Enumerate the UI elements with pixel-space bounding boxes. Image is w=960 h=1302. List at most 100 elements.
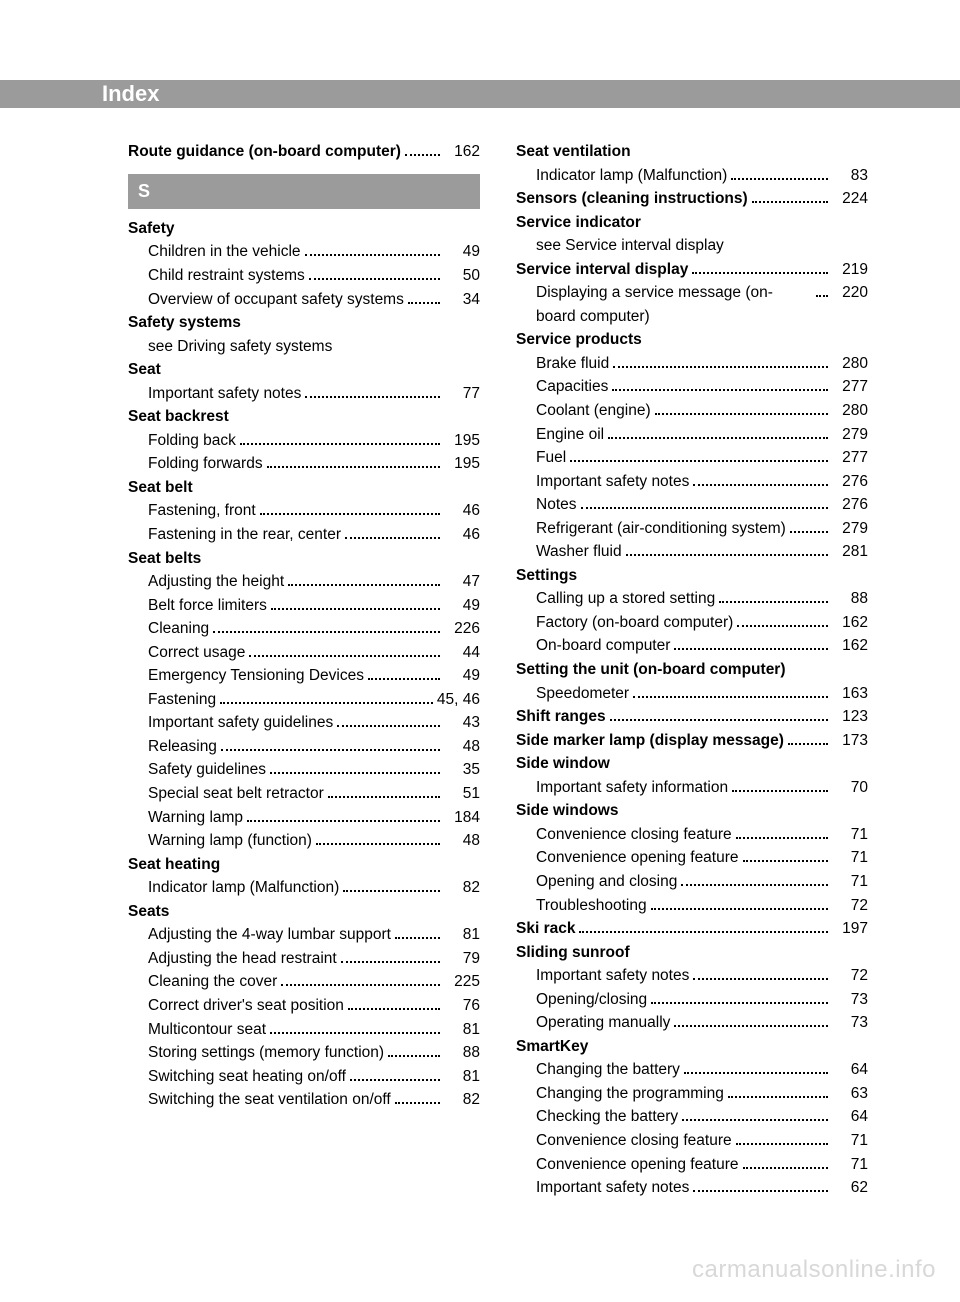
- index-entry: Switching the seat ventilation on/off82: [128, 1088, 480, 1112]
- index-entry: Switching seat heating on/off81: [128, 1065, 480, 1089]
- index-entry-label: Important safety notes: [536, 470, 689, 494]
- index-heading: Seat heating: [128, 853, 480, 877]
- index-entry-label: Cleaning: [148, 617, 209, 641]
- leader-dots: [633, 685, 828, 697]
- index-entry: Important safety notes72: [516, 964, 868, 988]
- index-entry-page: 71: [832, 823, 868, 847]
- index-entry: Route guidance (on-board computer)162: [128, 140, 480, 164]
- index-entry-label: Warning lamp: [148, 806, 243, 830]
- leader-dots: [343, 880, 440, 892]
- index-entry-page: 46: [444, 523, 480, 547]
- index-entry-page: 162: [832, 634, 868, 658]
- index-entry-page: 277: [832, 446, 868, 470]
- index-heading: Sliding sunroof: [516, 941, 868, 965]
- index-entry: Displaying a service message (on-board c…: [516, 281, 868, 328]
- leader-dots: [281, 974, 440, 986]
- leader-dots: [570, 450, 828, 462]
- leader-dots: [816, 285, 828, 297]
- index-entry-label: Important safety information: [536, 776, 728, 800]
- index-heading: Seat ventilation: [516, 140, 868, 164]
- index-entry-page: 195: [444, 452, 480, 476]
- index-entry-label: Fastening in the rear, center: [148, 523, 341, 547]
- index-entry-label: Warning lamp (function): [148, 829, 312, 853]
- leader-dots: [693, 1180, 828, 1192]
- leader-dots: [736, 1133, 828, 1145]
- index-entry: Indicator lamp (Malfunction)82: [128, 876, 480, 900]
- leader-dots: [249, 644, 440, 656]
- index-heading: Safety systems: [128, 311, 480, 335]
- index-entry-label: Washer fluid: [536, 540, 622, 564]
- index-entry: Brake fluid280: [516, 352, 868, 376]
- index-entry: Fastening, front46: [128, 499, 480, 523]
- leader-dots: [305, 244, 440, 256]
- index-entry-label: Notes: [536, 493, 577, 517]
- index-entry-label: Safety guidelines: [148, 758, 266, 782]
- header-title: Index: [102, 81, 159, 107]
- leader-dots: [693, 473, 828, 485]
- index-entry-page: 34: [444, 288, 480, 312]
- leader-dots: [221, 739, 440, 751]
- leader-dots: [348, 998, 440, 1010]
- leader-dots: [395, 1092, 440, 1104]
- index-entry: Adjusting the head restraint79: [128, 947, 480, 971]
- index-entry-page: 81: [444, 1065, 480, 1089]
- leader-dots: [693, 968, 828, 980]
- leader-dots: [651, 897, 828, 909]
- index-entry-label: Operating manually: [536, 1011, 670, 1035]
- index-entry-label: Changing the programming: [536, 1082, 724, 1106]
- index-entry-label: Speedometer: [536, 682, 629, 706]
- index-entry-page: 71: [832, 1129, 868, 1153]
- index-entry-page: 64: [832, 1058, 868, 1082]
- leader-dots: [608, 426, 828, 438]
- leader-dots: [684, 1062, 828, 1074]
- leader-dots: [737, 615, 828, 627]
- index-heading: Safety: [128, 217, 480, 241]
- index-entry-page: 219: [832, 258, 868, 282]
- index-entry: Warning lamp 184: [128, 806, 480, 830]
- index-entry-page: 281: [832, 540, 868, 564]
- leader-dots: [736, 826, 828, 838]
- leader-dots: [790, 520, 828, 532]
- index-entry-page: 83: [832, 164, 868, 188]
- index-entry-label: Convenience opening feature: [536, 846, 739, 870]
- index-entry-page: 73: [832, 988, 868, 1012]
- index-entry-label: Fastening: [148, 688, 216, 712]
- index-entry: Warning lamp (function)48: [128, 829, 480, 853]
- index-entry-page: 35: [444, 758, 480, 782]
- index-entry-label: Emergency Tensioning Devices: [148, 664, 364, 688]
- index-entry-label: Opening/closing: [536, 988, 647, 1012]
- index-entry-page: 79: [444, 947, 480, 971]
- leader-dots: [728, 1085, 828, 1097]
- index-entry-page: 226: [444, 617, 480, 641]
- index-entry: Adjusting the 4-way lumbar support81: [128, 923, 480, 947]
- index-entry-page: 162: [444, 140, 480, 164]
- index-entry-page: 71: [832, 846, 868, 870]
- index-entry-label: Convenience closing feature: [536, 823, 732, 847]
- index-entry-page: 184: [444, 806, 480, 830]
- index-entry-page: 70: [832, 776, 868, 800]
- index-entry-label: Opening and closing: [536, 870, 677, 894]
- index-entry-page: 50: [444, 264, 480, 288]
- index-entry-page: 44: [444, 641, 480, 665]
- leader-dots: [626, 544, 828, 556]
- index-entry-label: Switching the seat ventilation on/off: [148, 1088, 391, 1112]
- index-heading: Settings: [516, 564, 868, 588]
- left-column: Route guidance (on-board computer)162 S Sa…: [128, 140, 480, 1200]
- leader-dots: [270, 762, 440, 774]
- index-entry-page: 279: [832, 517, 868, 541]
- index-entry-label: Refrigerant (air-conditioning system): [536, 517, 786, 541]
- index-entry: Operating manually73: [516, 1011, 868, 1035]
- index-entry-label: Adjusting the 4-way lumbar support: [148, 923, 391, 947]
- index-entry: Fuel277: [516, 446, 868, 470]
- index-entry-label: Sensors (cleaning instructions): [516, 187, 748, 211]
- index-entry-page: 62: [832, 1176, 868, 1200]
- index-heading: Setting the unit (on-board computer): [516, 658, 868, 682]
- leader-dots: [732, 779, 828, 791]
- leader-dots: [267, 456, 440, 468]
- section-letter: S: [128, 174, 480, 209]
- index-entry-page: 45, 46: [437, 688, 480, 712]
- leader-dots: [288, 574, 440, 586]
- index-entry-label: On-board computer: [536, 634, 670, 658]
- leader-dots: [651, 991, 828, 1003]
- index-entry-page: 77: [444, 382, 480, 406]
